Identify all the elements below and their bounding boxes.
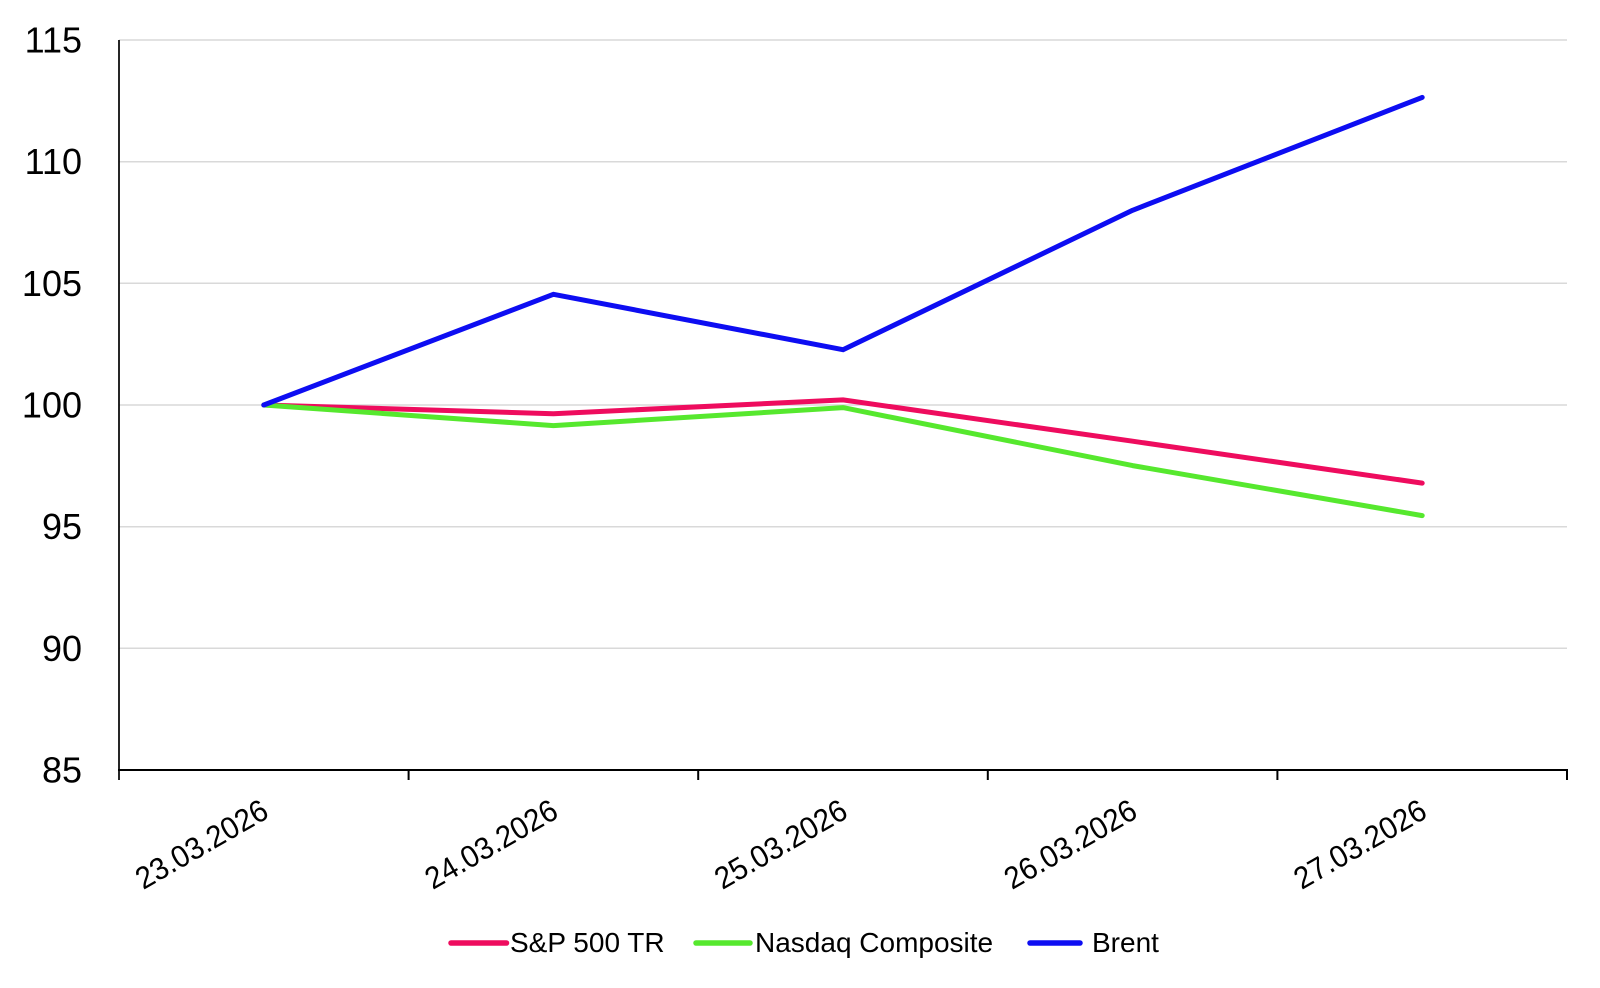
svg-text:85: 85	[42, 750, 82, 791]
svg-text:Brent: Brent	[1092, 927, 1159, 958]
svg-text:95: 95	[42, 506, 82, 547]
svg-text:105: 105	[22, 263, 82, 304]
svg-text:27.03.2026: 27.03.2026	[1288, 792, 1433, 896]
svg-text:115: 115	[25, 20, 82, 61]
svg-text:24.03.2026: 24.03.2026	[419, 792, 564, 896]
svg-text:23.03.2026: 23.03.2026	[129, 792, 274, 896]
svg-text:S&P 500 TR: S&P 500 TR	[510, 927, 665, 958]
svg-text:110: 110	[25, 141, 82, 182]
svg-text:Nasdaq Composite: Nasdaq Composite	[755, 927, 993, 958]
svg-text:100: 100	[22, 385, 82, 426]
svg-text:25.03.2026: 25.03.2026	[708, 792, 853, 896]
svg-text:90: 90	[42, 628, 82, 669]
svg-text:26.03.2026: 26.03.2026	[998, 792, 1143, 896]
